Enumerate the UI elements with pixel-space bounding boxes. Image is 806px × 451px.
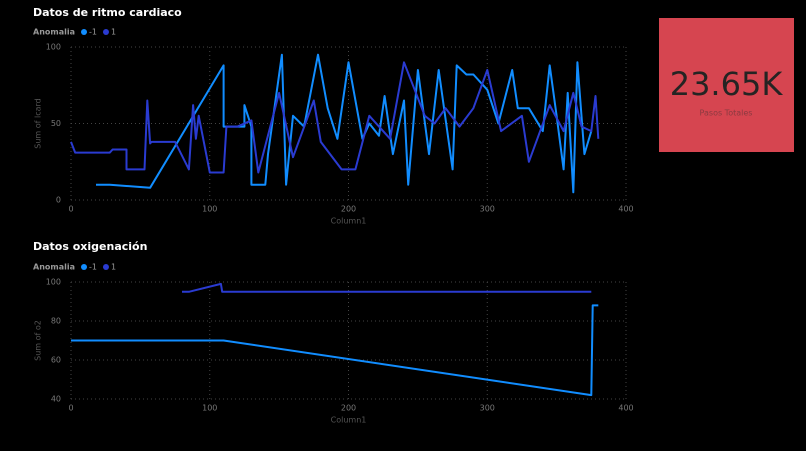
x-tick-label: 200	[341, 205, 356, 214]
x-tick-label: 100	[202, 404, 217, 413]
x-tick-label: 300	[480, 205, 495, 214]
y-tick-label: 60	[51, 356, 61, 365]
legend-title: Anomalia	[33, 28, 75, 37]
legend-marker	[81, 264, 87, 270]
kpi-label: Pasos Totales	[700, 109, 753, 118]
x-axis-label: Column1	[331, 217, 367, 226]
x-tick-label: 200	[341, 404, 356, 413]
series-line	[182, 282, 592, 293]
series-line	[71, 304, 599, 397]
y-axis-label: Sum of o2	[34, 320, 43, 361]
x-tick-label: 100	[202, 205, 217, 214]
legend-label: -1	[89, 28, 97, 37]
y-tick-label: 100	[46, 278, 61, 287]
legend-title: Anomalia	[33, 263, 75, 272]
y-tick-label: 40	[51, 395, 61, 404]
y-tick-label: 80	[51, 317, 61, 326]
y-axis-label: Sum of lcard	[34, 98, 43, 149]
legend-label: 1	[111, 263, 116, 272]
series-line	[70, 61, 600, 174]
y-tick-label: 100	[46, 43, 61, 52]
legend-marker	[81, 29, 87, 35]
x-tick-label: 0	[68, 205, 73, 214]
legend-label: 1	[111, 28, 116, 37]
y-tick-label: 0	[56, 196, 61, 205]
x-tick-label: 400	[618, 205, 633, 214]
kpi-card	[659, 18, 794, 152]
x-axis-label: Column1	[331, 416, 367, 425]
x-tick-label: 0	[68, 404, 73, 413]
legend-marker	[102, 264, 109, 270]
legend-label: -1	[89, 263, 97, 272]
y-tick-label: 50	[51, 119, 61, 128]
x-tick-label: 300	[480, 404, 495, 413]
legend-marker	[102, 29, 109, 35]
x-tick-label: 400	[618, 404, 633, 413]
kpi-value: 23.65K	[670, 65, 784, 103]
series-line	[96, 53, 593, 194]
chart-title: Datos oxigenación	[33, 240, 147, 253]
chart-title: Datos de ritmo cardiaco	[33, 6, 182, 19]
